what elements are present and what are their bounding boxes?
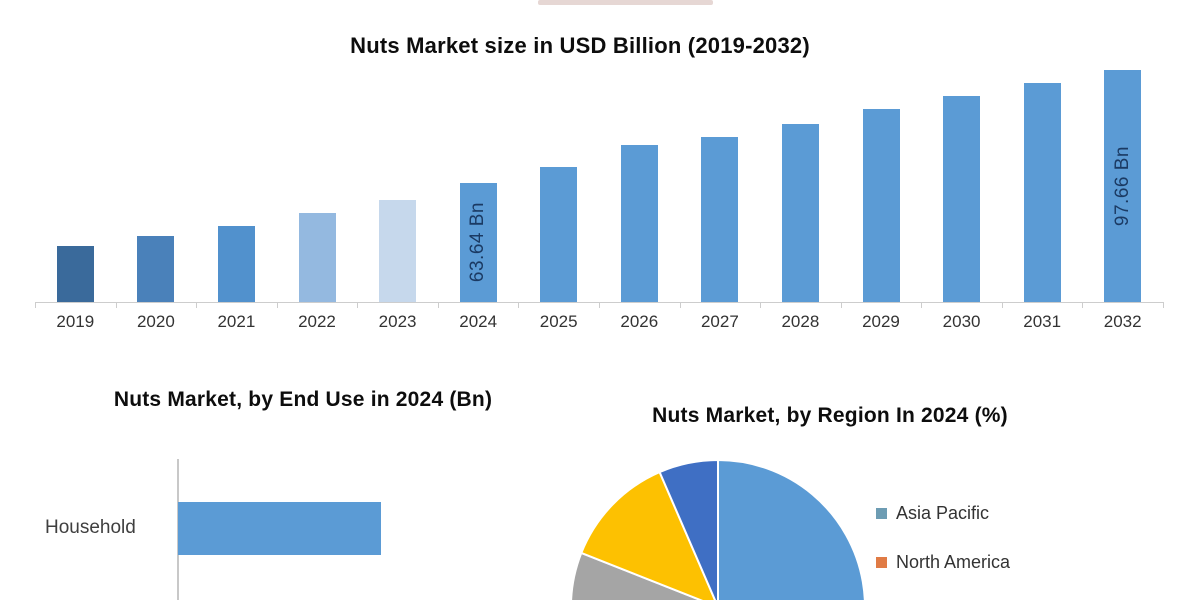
bar-2026	[620, 144, 658, 302]
market-size-chart-title: Nuts Market size in USD Billion (2019-20…	[350, 33, 810, 58]
legend-label: Asia Pacific	[896, 502, 990, 523]
bar-2021	[217, 226, 255, 302]
x-axis-tick	[357, 302, 359, 308]
x-axis-label-2022: 2022	[298, 312, 336, 331]
region-chart-title: Nuts Market, by Region In 2024 (%)	[652, 404, 1008, 427]
x-axis-tick	[679, 302, 681, 308]
bar-2032: 97.66 Bn	[1104, 70, 1142, 302]
legend-item-asia-pacific: Asia Pacific	[876, 500, 1010, 526]
x-axis-tick	[760, 302, 762, 308]
pie-slice-unlabeled-gold	[580, 471, 717, 600]
pie-slice-unlabeled-royal-blue	[658, 459, 719, 600]
x-axis-label-2023: 2023	[378, 312, 417, 331]
x-axis-label-2026: 2026	[620, 312, 659, 331]
pie-legend: Asia Pacific North America	[876, 500, 1010, 598]
x-axis-tick	[840, 302, 842, 308]
x-axis-tick	[921, 302, 923, 308]
bar-2031	[1023, 83, 1061, 302]
legend-marker-icon	[876, 507, 887, 519]
bar-2025	[540, 167, 578, 302]
category-label-household: Household	[45, 517, 136, 538]
bar-2019	[56, 245, 94, 302]
x-axis-label-2031: 2031	[1023, 312, 1062, 331]
x-axis-label-2028: 2028	[781, 312, 820, 331]
bar-2028	[781, 124, 819, 302]
legend-item-north-america: North America	[876, 549, 1010, 575]
x-axis-tick	[115, 302, 117, 308]
x-axis-tick	[1163, 302, 1164, 308]
x-axis-label-2024: 2024	[459, 312, 498, 331]
x-axis-tick	[1001, 302, 1003, 308]
x-axis-tick	[1082, 302, 1084, 308]
cropped-logo-remnant	[538, 0, 713, 5]
x-axis-label-2021: 2021	[217, 312, 256, 331]
bar-2023	[379, 200, 417, 302]
x-axis-label-2030: 2030	[942, 312, 981, 331]
bar-2020	[137, 235, 175, 302]
bar-value-label-2032: 97.66 Bn	[1111, 145, 1133, 227]
x-axis-tick	[437, 302, 439, 308]
x-axis-label-2032: 2032	[1103, 312, 1142, 331]
x-axis-tick	[599, 302, 600, 308]
bar-2024: 63.64 Bn	[459, 183, 497, 302]
x-axis-label-2029: 2029	[862, 312, 900, 331]
end-use-chart-title: Nuts Market, by End Use in 2024 (Bn)	[113, 388, 493, 411]
legend-marker-icon	[876, 556, 887, 568]
x-axis-label-2027: 2027	[700, 312, 739, 331]
pie-slice-asia-pacific	[717, 459, 866, 600]
household-bar	[178, 502, 381, 555]
bar-value-label-2024: 63.64 Bn	[467, 202, 489, 283]
bar-2027	[701, 136, 739, 302]
pie	[570, 459, 866, 600]
x-axis-tick	[276, 302, 278, 308]
bar-2022	[298, 213, 336, 302]
x-axis-tick	[35, 302, 36, 308]
legend-label: North America	[896, 551, 1011, 572]
x-axis-tick	[518, 302, 520, 308]
x-axis-label-2020: 2020	[136, 312, 175, 331]
bar-2030	[943, 96, 981, 302]
x-axis-tick	[196, 302, 198, 308]
x-axis-label-2019: 2019	[56, 312, 95, 331]
bar-2029	[862, 109, 900, 302]
x-axis-label-2025: 2025	[539, 312, 578, 331]
